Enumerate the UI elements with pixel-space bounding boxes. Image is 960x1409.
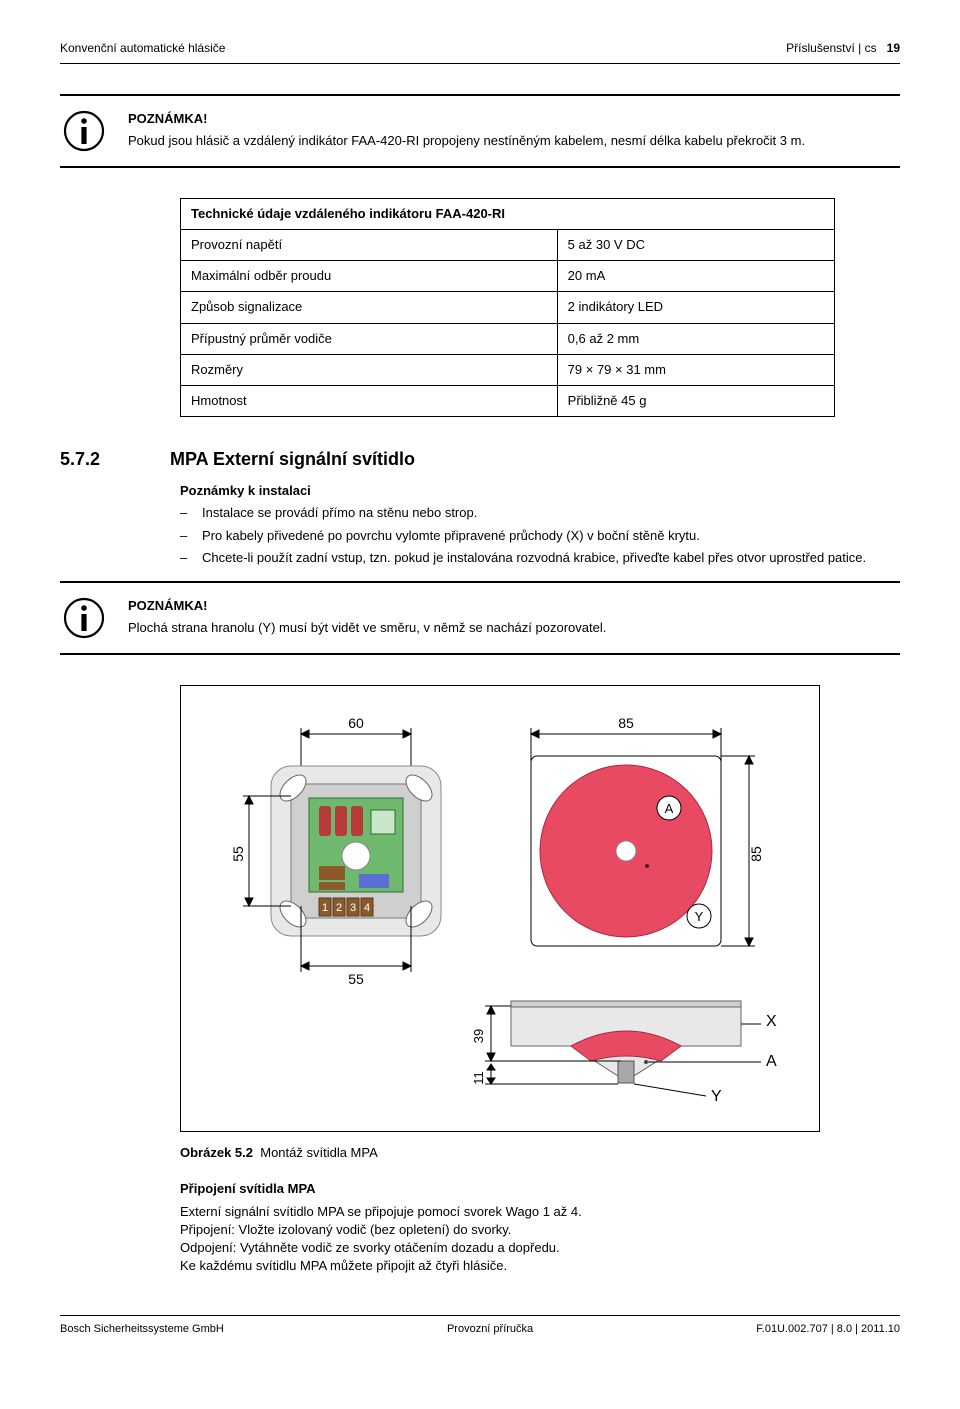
section-heading: 5.7.2 MPA Externí signální svítidlo — [60, 447, 900, 472]
table-row: Způsob signalizace2 indikátory LED — [181, 292, 835, 323]
spec-title: Technické údaje vzdáleného indikátoru FA… — [181, 198, 835, 229]
info-icon — [60, 597, 108, 639]
connect-line: Externí signální svítidlo MPA se připoju… — [180, 1203, 900, 1221]
figure-caption: Obrázek 5.2 Montáž svítidla MPA — [180, 1144, 900, 1162]
note-block-2: POZNÁMKA! Plochá strana hranolu (Y) musí… — [60, 581, 900, 655]
dim-11: 11 — [471, 1071, 486, 1085]
install-list: Instalace se provádí přímo na stěnu nebo… — [180, 504, 900, 567]
section-title: MPA Externí signální svítidlo — [170, 447, 415, 472]
connect-line: Ke každému svítidlu MPA můžete připojit … — [180, 1257, 900, 1275]
connect-line: Připojení: Vložte izolovaný vodič (bez o… — [180, 1221, 900, 1239]
svg-text:2: 2 — [336, 902, 342, 914]
page-header: Konvenční automatické hlásiče Příslušens… — [60, 40, 900, 57]
table-row: HmotnostPřibližně 45 g — [181, 385, 835, 416]
table-row: Přípustný průměr vodiče0,6 až 2 mm — [181, 323, 835, 354]
footer-right: F.01U.002.707 | 8.0 | 2011.10 — [756, 1322, 900, 1337]
header-left: Konvenční automatické hlásiče — [60, 40, 225, 57]
dim-60: 60 — [348, 715, 364, 731]
info-icon — [60, 110, 108, 152]
table-row: Provozní napětí5 až 30 V DC — [181, 229, 835, 260]
list-item: Chcete-li použít zadní vstup, tzn. pokud… — [180, 549, 900, 567]
label-a: A — [665, 801, 674, 816]
note-block-1: POZNÁMKA! Pokud jsou hlásič a vzdálený i… — [60, 94, 900, 168]
connect-block: Připojení svítidla MPA Externí signální … — [180, 1180, 900, 1275]
section-number: 5.7.2 — [60, 447, 150, 472]
page-footer: Bosch Sicherheitssysteme GmbH Provozní p… — [60, 1316, 900, 1337]
svg-text:4: 4 — [364, 902, 370, 914]
table-row: Maximální odběr proudu20 mA — [181, 261, 835, 292]
dim-55a: 55 — [230, 846, 246, 862]
figure-mpa: 60 85 — [180, 685, 820, 1132]
svg-text:1: 1 — [322, 902, 328, 914]
list-item: Pro kabely přivedené po povrchu vylomte … — [180, 527, 900, 545]
footer-left: Bosch Sicherheitssysteme GmbH — [60, 1322, 224, 1337]
dim-85a: 85 — [618, 715, 634, 731]
dim-39: 39 — [471, 1029, 486, 1043]
dim-85b: 85 — [748, 846, 764, 862]
label-y: Y — [695, 909, 704, 924]
connect-line: Odpojení: Vytáhněte vodič ze svorky otáč… — [180, 1239, 900, 1257]
svg-text:3: 3 — [350, 902, 356, 914]
list-item: Instalace se provádí přímo na stěnu nebo… — [180, 504, 900, 522]
spec-table: Technické údaje vzdáleného indikátoru FA… — [180, 198, 835, 417]
connect-head: Připojení svítidla MPA — [180, 1180, 900, 1198]
note2-title: POZNÁMKA! — [128, 597, 900, 615]
install-head: Poznámky k instalaci — [180, 482, 900, 500]
note1-text: Pokud jsou hlásič a vzdálený indikátor F… — [128, 132, 900, 150]
label-y2: Y — [711, 1088, 722, 1105]
header-rule — [60, 63, 900, 64]
dim-55b: 55 — [348, 971, 364, 987]
table-row: Rozměry79 × 79 × 31 mm — [181, 354, 835, 385]
note1-title: POZNÁMKA! — [128, 110, 900, 128]
label-a2: A — [766, 1053, 777, 1070]
footer-center: Provozní příručka — [447, 1322, 533, 1337]
label-x: X — [766, 1013, 777, 1030]
header-right: Příslušenství | cs 19 — [786, 40, 900, 57]
note2-text: Plochá strana hranolu (Y) musí být vidět… — [128, 619, 900, 637]
